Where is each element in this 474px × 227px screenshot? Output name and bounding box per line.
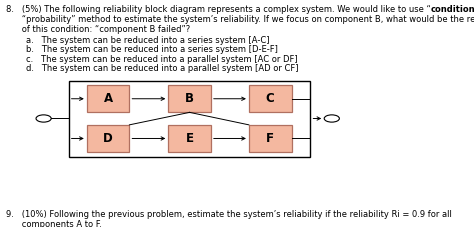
Bar [69,81,310,157]
Bar [249,85,292,112]
Text: D: D [103,132,113,145]
Bar [87,125,129,152]
Text: 9.   (10%) Following the previous problem, estimate the: 9. (10%) Following the previous problem,… [6,210,244,220]
Text: of this condition: “component B failed”?: of this condition: “component B failed”? [6,25,191,35]
Text: components A to F.: components A to F. [6,220,102,227]
Text: A: A [103,92,113,105]
Text: E: E [186,132,193,145]
Text: d.   The system can be reduced into a parallel system [AD or CF]: d. The system can be reduced into a para… [26,64,299,74]
Text: C: C [266,92,274,105]
Bar [168,125,211,152]
Text: c.   The system can be reduced into a parallel system [AC or DF]: c. The system can be reduced into a para… [26,55,298,64]
Text: 8.   (5%) The following reliability block diagram represents a complex system. W: 8. (5%) The following reliability block … [6,5,431,14]
Text: a.   The system can be reduced into a series system [A-C]: a. The system can be reduced into a seri… [26,36,270,45]
Bar [249,125,292,152]
Text: b.   The system can be reduced into a series system [D-E-F]: b. The system can be reduced into a seri… [26,45,278,54]
Text: conditional: conditional [431,5,474,14]
Text: 9.   (10%) Following the previous problem, estimate the system’s reliability if : 9. (10%) Following the previous problem,… [6,210,452,220]
Text: 8.   (5%) The following reliability block diagram represents a complex system. W: 8. (5%) The following reliability block … [6,5,431,14]
Text: F: F [266,132,274,145]
Bar [168,85,211,112]
Text: B: B [185,92,194,105]
Text: “probability” method to estimate the system’s reliability. If we focus on compon: “probability” method to estimate the sys… [6,15,474,24]
Bar [87,85,129,112]
Text: “: “ [6,15,26,24]
